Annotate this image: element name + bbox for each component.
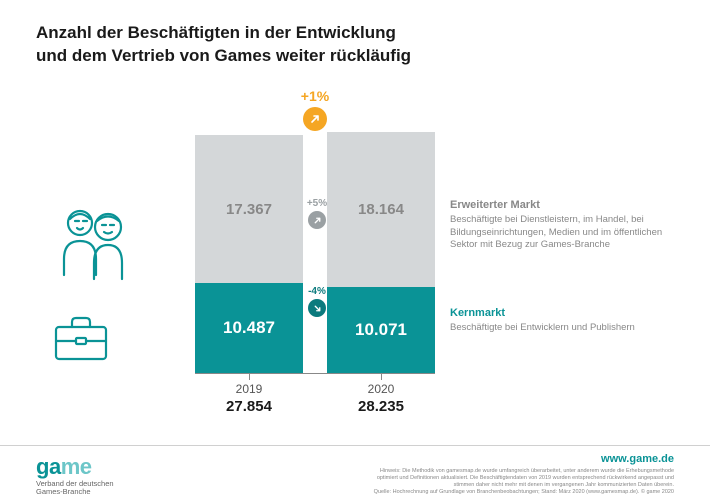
extended-change-label: +5% bbox=[305, 198, 329, 209]
legend-extended-title: Erweiterter Markt bbox=[450, 198, 670, 213]
arrow-down-icon bbox=[308, 299, 326, 317]
legend-core-desc: Beschäftigte bei Entwicklern und Publish… bbox=[450, 322, 670, 335]
bar-2020-core: 10.071 bbox=[327, 287, 435, 373]
footer-right: www.game.de Hinweis: Die Methodik von ga… bbox=[374, 453, 674, 497]
logo-subtitle-2: Games-Branche bbox=[36, 487, 114, 496]
decorative-icons bbox=[50, 203, 140, 368]
total-label: 28.235 bbox=[327, 398, 435, 415]
legend-extended: Erweiterter Markt Beschäftigte bei Diens… bbox=[450, 198, 670, 252]
core-change-label: -4% bbox=[305, 286, 329, 297]
briefcase-icon bbox=[50, 313, 140, 368]
footer-url: www.game.de bbox=[601, 453, 674, 465]
legend-core-title: Kernmarkt bbox=[450, 306, 670, 321]
people-icon bbox=[50, 203, 140, 293]
bar-2019-core: 10.487 bbox=[195, 283, 303, 373]
core-change-badge: -4% bbox=[305, 286, 329, 318]
logo-text: game bbox=[36, 454, 114, 480]
footnote: Hinweis: Die Methodik von gamesmap.de wu… bbox=[374, 468, 674, 497]
arrow-up-icon bbox=[308, 211, 326, 229]
chart-title: Anzahl der Beschäftigten in der Entwickl… bbox=[36, 22, 411, 68]
x-axis: 2019 27.854 2020 28.235 bbox=[195, 378, 435, 415]
total-change-label: +1% bbox=[285, 88, 345, 104]
year-label: 2019 bbox=[195, 382, 303, 396]
title-line-2: und dem Vertrieb von Games weiter rücklä… bbox=[36, 46, 411, 65]
bar-2019: 17.367 10.487 bbox=[195, 135, 303, 373]
xaxis-col-2020: 2020 28.235 bbox=[327, 378, 435, 415]
bar-2020: 18.164 10.071 bbox=[327, 132, 435, 373]
total-label: 27.854 bbox=[195, 398, 303, 415]
total-change-badge: +1% bbox=[285, 88, 345, 131]
logo-block: game Verband der deutschen Games-Branche bbox=[36, 454, 114, 496]
title-line-1: Anzahl der Beschäftigten in der Entwickl… bbox=[36, 23, 396, 42]
year-label: 2020 bbox=[327, 382, 435, 396]
extended-change-badge: +5% bbox=[305, 198, 329, 230]
chart-area: +1% 17.367 10.487 18.164 10.071 +5% -4% … bbox=[0, 88, 710, 428]
xaxis-col-2019: 2019 27.854 bbox=[195, 378, 303, 415]
bar-2019-extended: 17.367 bbox=[195, 135, 303, 283]
bar-2020-extended: 18.164 bbox=[327, 132, 435, 287]
arrow-up-icon bbox=[303, 107, 327, 131]
bar-group: 17.367 10.487 18.164 10.071 bbox=[195, 134, 435, 374]
legend-extended-desc: Beschäftigte bei Dienstleistern, im Hand… bbox=[450, 214, 670, 252]
footer: game Verband der deutschen Games-Branche… bbox=[0, 445, 710, 503]
legend-core: Kernmarkt Beschäftigte bei Entwicklern u… bbox=[450, 306, 670, 335]
